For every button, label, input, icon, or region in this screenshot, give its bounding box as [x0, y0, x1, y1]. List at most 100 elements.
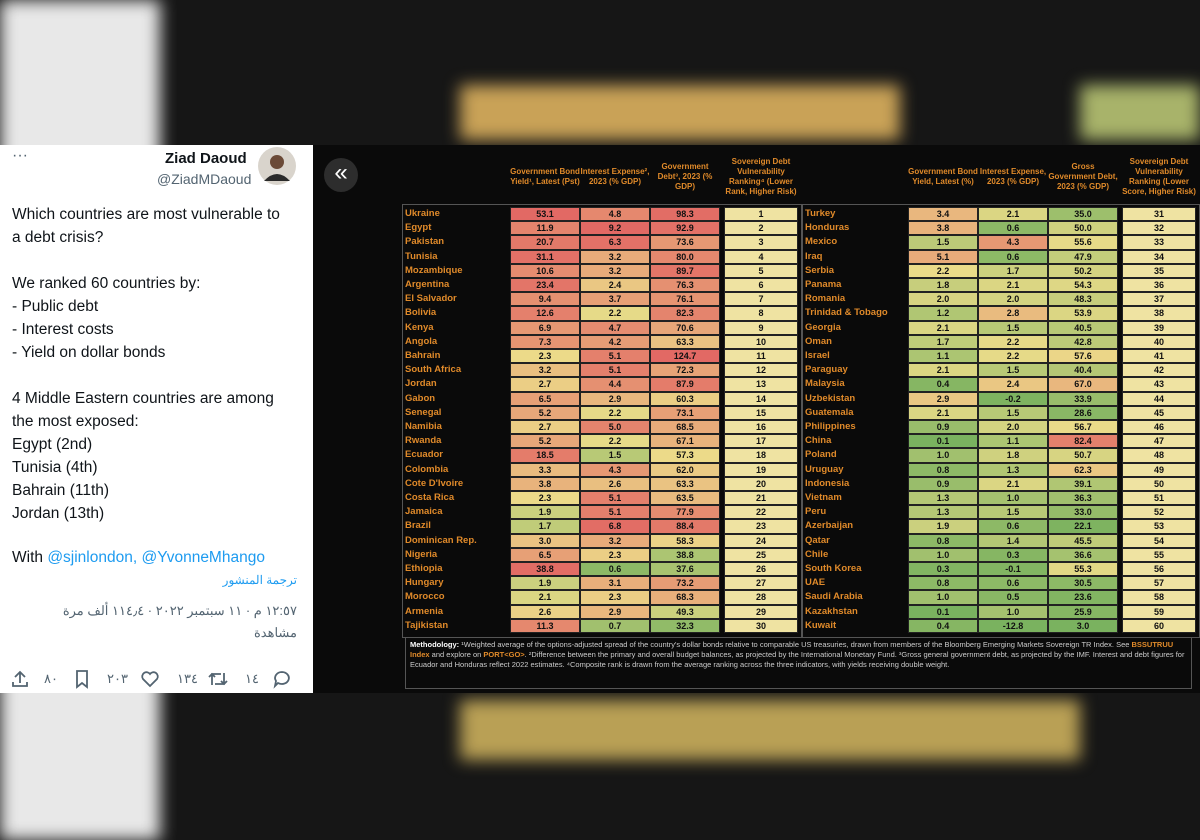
tweet-line: Tunisia (4th): [12, 459, 98, 476]
table-cell: 0.8: [908, 576, 978, 591]
mentions-line: With @sjinlondon, @YvonneMhango: [12, 546, 265, 569]
tweet-line: We ranked 60 countries by:: [12, 275, 201, 292]
table-cell: 2.1: [908, 320, 978, 335]
table-cell: 0.1: [908, 604, 978, 619]
country-name: Mexico: [805, 236, 838, 248]
table-cell: 6.5: [510, 391, 580, 406]
column-header: Interest Expense², 2023 (% GDP): [580, 167, 650, 186]
translate-link[interactable]: ترجمة المنشور: [222, 573, 297, 587]
tweet-line: a debt crisis?: [12, 229, 104, 246]
table-cell: 1.0: [908, 448, 978, 463]
back-button[interactable]: «: [324, 158, 358, 192]
table-cell: 9.2: [580, 221, 650, 236]
table-cell: 50.0: [1048, 221, 1118, 236]
table-cell: 2.3: [580, 590, 650, 605]
country-name: Colombia: [405, 463, 449, 475]
table-cell: 50: [1122, 476, 1196, 491]
table-cell: 1.0: [908, 590, 978, 605]
retweet-count: ١٣٤: [177, 671, 198, 686]
table-cell: 5.2: [510, 434, 580, 449]
more-button[interactable]: ···: [12, 147, 28, 164]
table-cell: 2.3: [510, 491, 580, 506]
timestamp[interactable]: ١٢:٥٧ م · ١١ سبتمبر ٢٠٢٢ · ١١٤٫٤ ألف مرة: [62, 603, 297, 618]
like-icon[interactable]: [140, 669, 160, 689]
table-cell: 0.6: [978, 576, 1048, 591]
table-cell: 18: [724, 448, 798, 463]
reply-icon[interactable]: [272, 669, 292, 689]
table-cell: 35: [1122, 263, 1196, 278]
mention[interactable]: @sjinlondon,: [47, 549, 138, 566]
table-cell: 73.2: [650, 576, 720, 591]
table-cell: 12.6: [510, 306, 580, 321]
table-cell: 60.3: [650, 391, 720, 406]
author-handle[interactable]: @ZiadMDaoud: [157, 171, 252, 187]
table-cell: 5: [724, 263, 798, 278]
table-cell: 23: [724, 519, 798, 534]
country-name: Cote D'Ivoire: [405, 477, 464, 489]
table-cell: 48: [1122, 448, 1196, 463]
column-header: Interest Expense, 2023 (% GDP): [979, 167, 1047, 186]
table-cell: 36.6: [1048, 547, 1118, 562]
table-cell: 3.4: [908, 207, 978, 222]
table-cell: 57: [1122, 576, 1196, 591]
table-cell: 1.3: [908, 505, 978, 520]
table-cell: 2.1: [908, 363, 978, 378]
country-name: Panama: [805, 279, 842, 290]
table-cell: 3.8: [908, 221, 978, 236]
table-cell: 72.3: [650, 363, 720, 378]
share-icon[interactable]: [10, 669, 30, 689]
bookmark-icon[interactable]: [73, 669, 91, 689]
table-cell: 16: [724, 420, 798, 435]
table-cell: 19: [724, 462, 798, 477]
table-cell: 4.3: [978, 235, 1048, 250]
table-cell: 1.0: [978, 491, 1048, 506]
mention[interactable]: @YvonneMhango: [141, 549, 265, 566]
author-name[interactable]: Ziad Daoud: [165, 150, 247, 167]
country-name: China: [805, 435, 832, 447]
table-cell: 2.2: [978, 349, 1048, 364]
table-cell: 3.7: [580, 292, 650, 307]
table-cell: 37: [1122, 292, 1196, 307]
table-cell: 1.5: [978, 320, 1048, 335]
table-cell: 5.1: [908, 249, 978, 264]
table-cell: 58.3: [650, 533, 720, 548]
country-name: Uruguay: [805, 463, 844, 475]
table-cell: 32.3: [650, 618, 720, 633]
country-name: Rwanda: [405, 435, 442, 447]
country-name: Jamaica: [405, 506, 443, 518]
table-cell: 10: [724, 334, 798, 349]
table-cell: 2.3: [580, 547, 650, 562]
table-cell: 3.2: [580, 263, 650, 278]
country-name: Jordan: [405, 378, 437, 390]
country-name: Romania: [805, 293, 846, 305]
methodology-text: ¹Weighted average of the options-adjuste…: [459, 640, 1132, 649]
table-cell: 5.1: [580, 349, 650, 364]
table-cell: 51: [1122, 491, 1196, 506]
retweet-icon[interactable]: [207, 669, 229, 689]
methodology-link: PORT<GO>: [483, 650, 525, 659]
table-cell: 55.6: [1048, 235, 1118, 250]
table-cell: 57.6: [1048, 349, 1118, 364]
country-name: Kenya: [405, 321, 434, 333]
table-cell: 25: [724, 547, 798, 562]
country-name: Indonesia: [805, 477, 850, 489]
table-cell: 6: [724, 278, 798, 293]
table-cell: 0.4: [908, 618, 978, 633]
column-header: Sovereign Debt Vulnerability Ranking⁴ (L…: [725, 157, 797, 196]
table-cell: 44: [1122, 391, 1196, 406]
table-cell: 57.3: [650, 448, 720, 463]
tweet-line: - Public debt: [12, 298, 99, 315]
table-cell: 45: [1122, 405, 1196, 420]
country-name: Hungary: [405, 577, 444, 589]
tweet-line: Bahrain (11th): [12, 482, 110, 499]
table-cell: 0.5: [978, 590, 1048, 605]
table-cell: 37.6: [650, 562, 720, 577]
table-cell: 30.5: [1048, 576, 1118, 591]
table-cell: 28.6: [1048, 405, 1118, 420]
avatar[interactable]: [258, 147, 296, 185]
country-name: Costa Rica: [405, 492, 455, 503]
country-name: UAE: [805, 577, 826, 589]
table-cell: 29: [724, 604, 798, 619]
tweet-line: - Yield on dollar bonds: [12, 344, 166, 361]
